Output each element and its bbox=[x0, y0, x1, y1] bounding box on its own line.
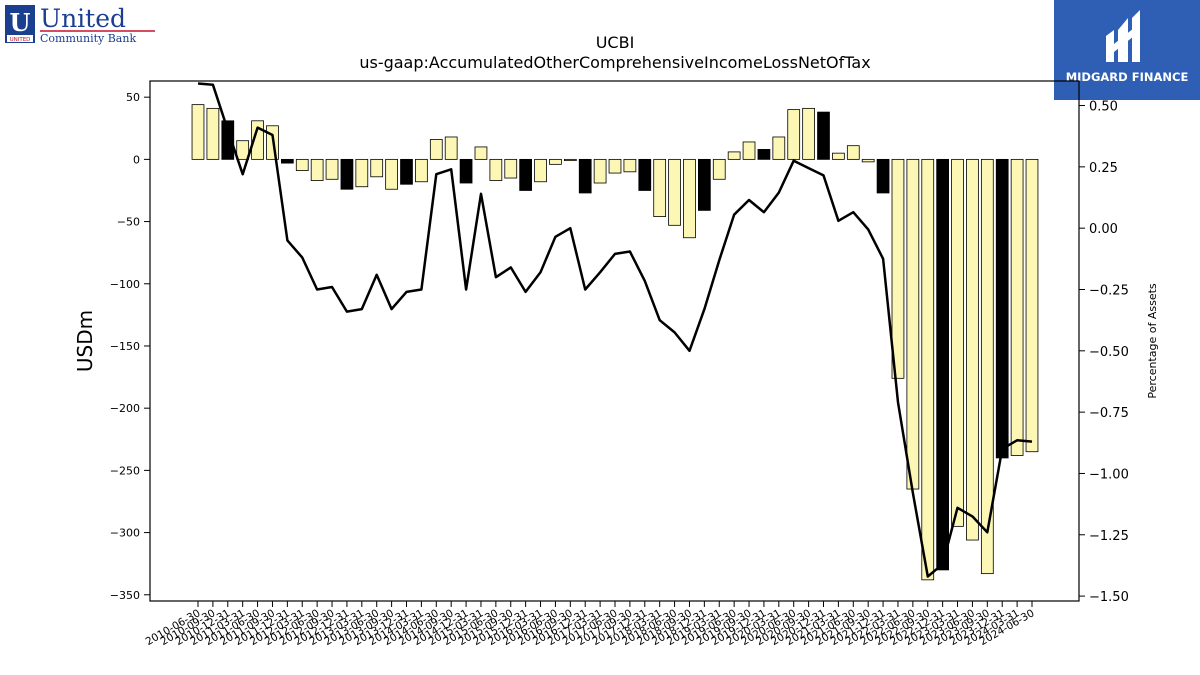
chart-title: UCBI bbox=[596, 33, 635, 52]
bar-2012-03-31 bbox=[295, 158, 309, 171]
bar-2012-09-30 bbox=[325, 158, 339, 180]
bar-2024-06-30 bbox=[1025, 158, 1039, 453]
bar-2022-06-30 bbox=[906, 158, 920, 490]
bar-2014-03-31 bbox=[415, 158, 428, 183]
bar-2015-06-30 bbox=[489, 158, 503, 181]
bar-2017-12-31 bbox=[638, 158, 652, 191]
bar-2019-06-30 bbox=[727, 151, 741, 160]
y2-tick-label: 0.25 bbox=[1089, 161, 1118, 176]
bar-2022-09-30 bbox=[921, 158, 935, 581]
bar-2020-06-30 bbox=[787, 109, 801, 160]
bar-2020-09-30 bbox=[802, 107, 815, 160]
bar-series bbox=[191, 104, 1039, 581]
bar-2022-12-31 bbox=[936, 158, 950, 571]
bar-2016-12-31 bbox=[578, 158, 592, 194]
bar-2010-12-31 bbox=[221, 120, 235, 160]
bar-2011-12-31 bbox=[280, 158, 294, 164]
bar-2013-03-31 bbox=[355, 158, 369, 188]
bar-2016-09-30 bbox=[563, 158, 577, 162]
y2-tick-label: −0.25 bbox=[1089, 283, 1129, 298]
y-tick-label: −150 bbox=[110, 340, 140, 353]
y-tick-label: −200 bbox=[110, 402, 140, 415]
bar-2017-09-30 bbox=[623, 158, 637, 173]
bar-2013-09-30 bbox=[385, 158, 398, 190]
y2-tick-label: 0.00 bbox=[1089, 222, 1118, 237]
bar-2024-03-31 bbox=[1010, 158, 1024, 456]
bar-2021-12-31 bbox=[876, 158, 890, 194]
bar-2014-06-30 bbox=[429, 139, 443, 160]
bar-2011-03-31 bbox=[236, 140, 250, 160]
bar-2015-12-31 bbox=[519, 158, 533, 191]
y-axis-label: USDm bbox=[73, 310, 97, 372]
bar-2010-09-30 bbox=[206, 107, 220, 160]
bar-2011-06-30 bbox=[251, 120, 264, 160]
y2-tick-label: −1.50 bbox=[1089, 590, 1129, 605]
logo-badge-letter: U bbox=[10, 8, 31, 37]
y-tick-label: −100 bbox=[110, 278, 140, 291]
y2-tick-label: −0.75 bbox=[1089, 406, 1129, 421]
y2-tick-label: 0.50 bbox=[1089, 100, 1118, 115]
bar-2023-09-30 bbox=[980, 158, 994, 575]
x-axis: 2010-06-302010-09-302010-12-312011-03-31… bbox=[144, 601, 1037, 648]
assets-percentage-line bbox=[197, 82, 1033, 578]
y-tick-label: 0 bbox=[133, 153, 140, 166]
bar-2021-09-30 bbox=[861, 158, 875, 163]
midgard-finance-logo: MIDGARD FINANCE bbox=[1054, 0, 1200, 100]
midgard-mark-icon bbox=[1106, 10, 1140, 62]
united-community-bank-logo: U UNITED United Community Bank bbox=[5, 4, 175, 45]
bar-2016-06-30 bbox=[549, 158, 562, 165]
y2-tick-label: −1.25 bbox=[1089, 529, 1129, 544]
bar-2019-12-31 bbox=[757, 149, 771, 160]
bar-2013-12-31 bbox=[400, 158, 413, 185]
bar-2014-09-30 bbox=[444, 136, 458, 160]
bar-2010-06-30 bbox=[191, 104, 205, 160]
y-tick-label: −250 bbox=[110, 464, 140, 477]
bar-2018-03-31 bbox=[653, 158, 667, 217]
bar-2023-03-31 bbox=[951, 158, 964, 527]
bar-2015-03-31 bbox=[474, 146, 488, 160]
logo-badge-text: UNITED bbox=[10, 37, 31, 43]
y-tick-label: 50 bbox=[126, 91, 140, 104]
y2-tick-label: −1.00 bbox=[1089, 467, 1129, 482]
y-tick-label: −50 bbox=[117, 216, 140, 229]
bar-2017-03-31 bbox=[593, 158, 607, 184]
bar-2023-06-30 bbox=[966, 158, 979, 541]
y-tick-label: −350 bbox=[110, 589, 140, 602]
bar-2014-12-31 bbox=[459, 158, 473, 184]
bar-2018-06-30 bbox=[668, 158, 681, 226]
bar-2015-09-30 bbox=[504, 158, 518, 179]
bar-2023-12-31 bbox=[995, 158, 1009, 459]
y-axis-right: 0.50 0.25 0.00 −0.25 −0.50 −0.75 −1.00 −1.25 −1.… bbox=[1079, 100, 1129, 605]
logo-main-text: United bbox=[40, 5, 126, 33]
y-axis-left: 50 0 −50 −100 −150 −200 −250 −300 −350 bbox=[110, 91, 150, 602]
bar-2020-12-31 bbox=[817, 111, 830, 160]
logo-right-text: MIDGARD FINANCE bbox=[1066, 70, 1189, 84]
bar-2018-12-31 bbox=[698, 158, 711, 211]
bar-2018-09-30 bbox=[683, 158, 696, 239]
bar-2017-06-30 bbox=[608, 158, 622, 174]
bar-2022-03-31 bbox=[891, 158, 905, 379]
bar-2021-06-30 bbox=[846, 145, 860, 160]
logo-sub-text: Community Bank bbox=[40, 32, 136, 45]
bar-2019-03-31 bbox=[712, 158, 726, 180]
bar-2020-03-31 bbox=[772, 136, 786, 160]
y2-tick-label: −0.50 bbox=[1089, 345, 1129, 360]
bar-2019-09-30 bbox=[742, 141, 756, 160]
line-series bbox=[197, 82, 1033, 578]
bar-2012-06-30 bbox=[310, 158, 324, 181]
bar-2013-06-30 bbox=[370, 158, 384, 178]
bar-2021-03-31 bbox=[832, 152, 845, 160]
bar-2012-12-31 bbox=[340, 158, 354, 190]
chart-subtitle: us-gaap:AccumulatedOtherComprehensiveInc… bbox=[359, 53, 870, 72]
y2-axis-label: Percentage of Assets bbox=[1146, 283, 1159, 399]
y-tick-label: −300 bbox=[110, 527, 140, 540]
bar-2016-03-31 bbox=[534, 158, 547, 183]
